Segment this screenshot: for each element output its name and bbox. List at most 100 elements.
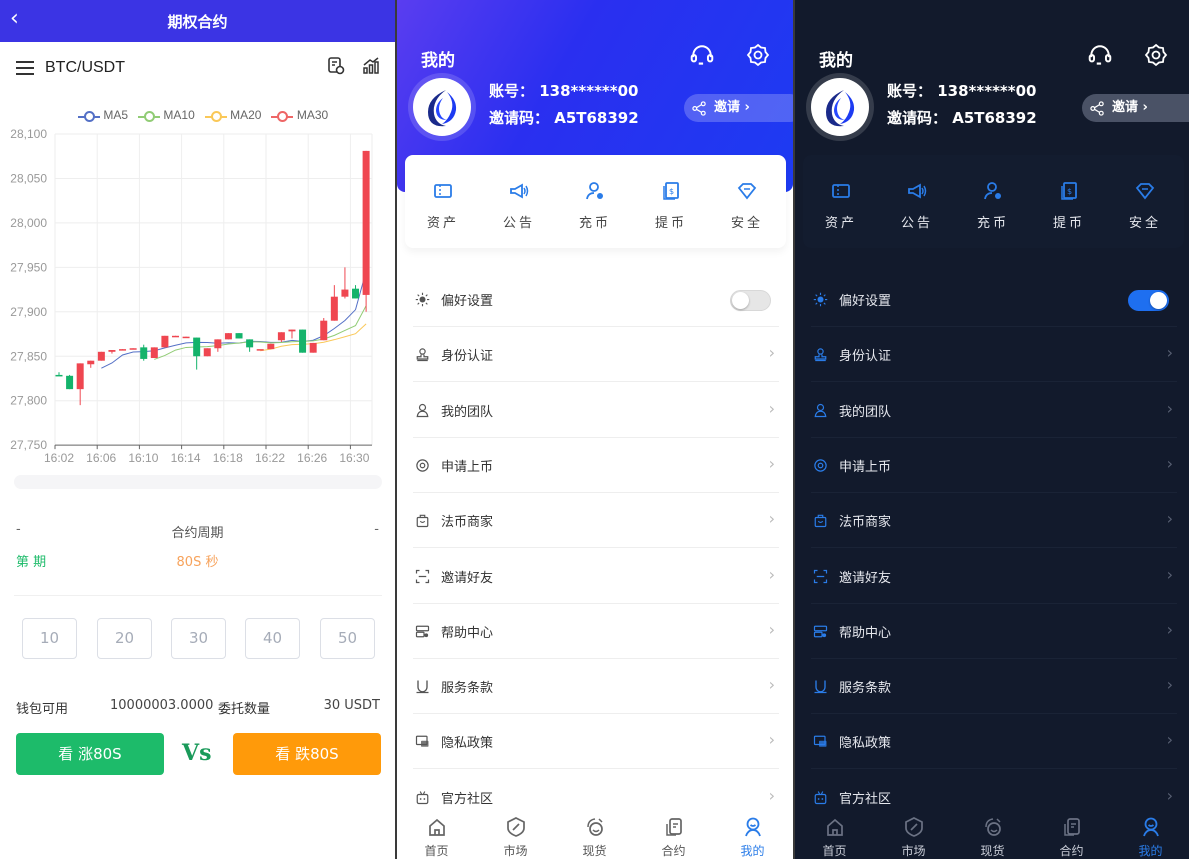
legend-ma10[interactable]: MA10	[138, 108, 195, 122]
server-icon	[415, 624, 430, 639]
candle-body	[320, 320, 328, 341]
menu-item-1[interactable]: 身份认证 ›	[811, 327, 1177, 383]
menu-item-6[interactable]: 帮助中心 ›	[413, 604, 779, 659]
profile-icon	[1141, 817, 1161, 837]
profile-screen-dark: 我的 账号： 138******00 邀请码： A5T68392 邀请 › 资产 公告 充币…	[795, 0, 1189, 859]
buy-up-button[interactable]: 看 涨80S	[16, 733, 164, 775]
chevron-right-icon: ›	[1166, 675, 1173, 695]
legend-marker-icon	[204, 110, 227, 122]
settings-icon[interactable]	[1144, 43, 1168, 67]
chevron-right-icon: ›	[1166, 398, 1173, 418]
invite-button[interactable]: 邀请 ›	[684, 94, 793, 122]
nav-label: 现货	[980, 844, 1005, 858]
quick-action-2[interactable]: 充币	[557, 155, 633, 248]
menu-item-6[interactable]: 帮助中心 ›	[811, 604, 1177, 659]
back-icon[interactable]: ‹	[10, 6, 19, 31]
quick-action-4[interactable]: 安全	[1107, 155, 1183, 248]
quick-action-0[interactable]: 资产	[405, 155, 481, 248]
buy-down-button[interactable]: 看 跌80S	[233, 733, 381, 775]
invite-button[interactable]: 邀请 ›	[1082, 94, 1189, 122]
menu-item-label: 法币商家	[441, 515, 494, 531]
magnet-icon	[415, 679, 430, 694]
chevron-right-icon: ›	[768, 675, 775, 695]
legend-marker-icon	[271, 110, 294, 122]
nav-item-0[interactable]: 首页	[397, 812, 476, 859]
amount-option-20[interactable]: 20	[97, 618, 152, 659]
menu-item-7[interactable]: 服务条款 ›	[811, 659, 1177, 715]
candlestick-chart[interactable]: 27,750 27,800 27,850 27,900 27,950 28,000 28,0…	[0, 125, 395, 470]
menu-item-8[interactable]: 隐私政策 ›	[413, 714, 779, 770]
quick-action-0[interactable]: 资产	[803, 155, 879, 248]
amount-option-50[interactable]: 50	[320, 618, 375, 659]
customer-service-icon[interactable]	[689, 43, 715, 69]
chevron-right-icon: ›	[768, 619, 775, 639]
nav-item-3[interactable]: 合约	[1032, 812, 1111, 859]
menu-item-3[interactable]: 申请上币 ›	[811, 438, 1177, 493]
ma-line-ma10	[154, 305, 367, 360]
y-tick-label: 28,000	[10, 216, 47, 230]
candle-body	[140, 347, 148, 359]
nav-item-3[interactable]: 合约	[634, 812, 713, 859]
legend-ma5[interactable]: MA5	[78, 108, 128, 122]
chevron-right-icon: ›	[1166, 785, 1173, 805]
menu-item-4[interactable]: 法币商家 ›	[413, 493, 779, 549]
toggle-knob	[732, 292, 749, 309]
quick-action-3[interactable]: $ 提币	[633, 155, 709, 248]
order-record-icon[interactable]	[327, 57, 345, 75]
legend-ma30[interactable]: MA30	[271, 108, 328, 122]
menu-item-8[interactable]: 隐私政策 ›	[811, 714, 1177, 770]
avatar[interactable]	[811, 78, 869, 136]
chevron-right-icon: ›	[1166, 619, 1173, 639]
menu-item-1[interactable]: 身份认证 ›	[413, 327, 779, 383]
preference-toggle[interactable]	[1128, 290, 1169, 311]
pair-name[interactable]: BTC/USDT	[45, 59, 125, 76]
amount-option-10[interactable]: 10	[22, 618, 77, 659]
svg-text:$: $	[669, 187, 674, 196]
ticket-icon	[831, 181, 851, 201]
quick-action-1[interactable]: 公告	[481, 155, 557, 248]
settings-icon[interactable]	[746, 43, 770, 67]
amount-option-30[interactable]: 30	[171, 618, 226, 659]
order-label: 委托数量	[218, 702, 271, 717]
nav-item-2[interactable]: 现货	[555, 812, 634, 859]
quick-action-3[interactable]: $ 提币	[1031, 155, 1107, 248]
menu-item-label: 隐私政策	[441, 736, 494, 752]
candle-body	[182, 336, 190, 339]
legend-ma20[interactable]: MA20	[204, 108, 261, 122]
nav-label: 合约	[1059, 844, 1084, 858]
nav-item-1[interactable]: 市场	[874, 812, 953, 859]
quick-action-label: 资产	[426, 216, 459, 231]
nav-item-4[interactable]: 我的	[713, 812, 792, 859]
menu-item-4[interactable]: 法币商家 ›	[811, 493, 1177, 549]
home-icon	[825, 817, 845, 837]
menu-item-0[interactable]: 偏好设置	[811, 272, 1177, 327]
menu-item-0[interactable]: 偏好设置	[413, 272, 779, 327]
menu-item-3[interactable]: 申请上币 ›	[413, 438, 779, 493]
menu-item-5[interactable]: 邀请好友 ›	[413, 549, 779, 604]
menu-item-2[interactable]: 我的团队 ›	[413, 383, 779, 438]
period-value[interactable]: 80S 秒	[176, 555, 219, 570]
candle-body	[108, 350, 116, 352]
quick-action-1[interactable]: 公告	[879, 155, 955, 248]
nav-item-4[interactable]: 我的	[1111, 812, 1189, 859]
quick-actions-card: 资产 公告 充币 $ 提币 安全	[803, 155, 1184, 248]
quick-action-2[interactable]: 充币	[955, 155, 1031, 248]
avatar[interactable]	[413, 78, 471, 136]
amount-option-40[interactable]: 40	[245, 618, 300, 659]
nav-item-2[interactable]: 现货	[953, 812, 1032, 859]
invite-code[interactable]: 邀请码： A5T68392	[489, 109, 639, 127]
quick-action-4[interactable]: 安全	[709, 155, 785, 248]
nav-item-1[interactable]: 市场	[476, 812, 555, 859]
menu-item-7[interactable]: 服务条款 ›	[413, 659, 779, 715]
nav-item-0[interactable]: 首页	[795, 812, 874, 859]
menu-item-5[interactable]: 邀请好友 ›	[811, 549, 1177, 604]
candle-body	[66, 375, 74, 390]
customer-service-icon[interactable]	[1087, 43, 1113, 69]
invite-code[interactable]: 邀请码： A5T68392	[887, 109, 1037, 127]
menu-icon[interactable]	[16, 61, 34, 75]
menu-item-label: 偏好设置	[441, 294, 494, 309]
menu-item-2[interactable]: 我的团队 ›	[811, 383, 1177, 438]
ticket-icon	[433, 181, 453, 201]
chart-indicator-icon[interactable]	[362, 57, 380, 75]
preference-toggle[interactable]	[730, 290, 771, 311]
